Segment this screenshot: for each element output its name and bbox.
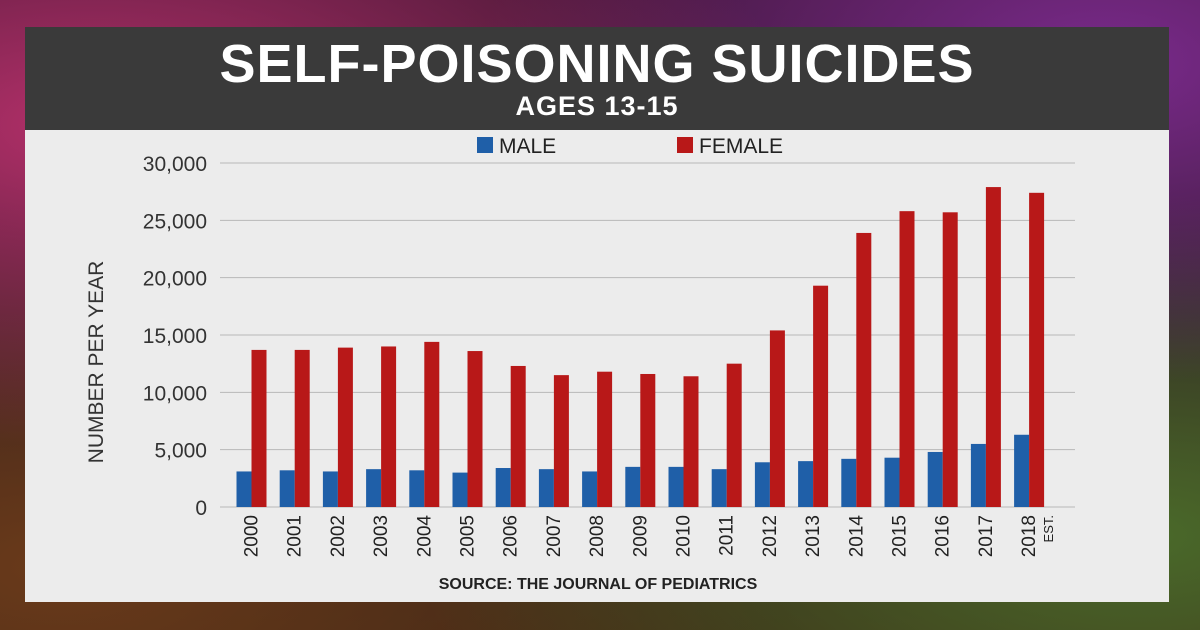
- x-tick-label: 2009: [630, 515, 651, 557]
- x-tick-label: 2004: [414, 515, 435, 558]
- bar-female: [294, 349, 310, 507]
- x-tick-label: 2002: [328, 515, 349, 557]
- bar-female: [251, 349, 267, 507]
- x-tick-label: 2001: [285, 515, 306, 557]
- x-tick-label: 2008: [587, 515, 608, 557]
- bar-female: [553, 375, 569, 507]
- x-tick-label: 2000: [242, 515, 263, 557]
- x-tick-label: 2012: [760, 515, 781, 557]
- chart-subtitle: AGES 13-15: [515, 91, 679, 121]
- bar-male: [798, 461, 814, 507]
- bar-female: [899, 211, 915, 507]
- y-tick-label: 20,000: [143, 268, 207, 291]
- bar-male: [452, 472, 468, 507]
- bar-male: [884, 457, 900, 507]
- bar-male: [711, 469, 727, 507]
- y-tick-label: 30,000: [143, 153, 207, 176]
- bar-male: [754, 462, 770, 507]
- bar-female: [683, 376, 699, 507]
- bar-male: [322, 471, 338, 507]
- legend-swatch-male: [477, 137, 493, 153]
- bar-male: [625, 466, 641, 507]
- bar-male: [582, 471, 598, 507]
- bar-male: [927, 451, 943, 507]
- bar-chart: 0 5,000 10,000 15,000 20,000 25,000 30,000 NUMB…: [85, 135, 1075, 593]
- bar-female: [985, 187, 1001, 507]
- bar-female: [337, 347, 353, 507]
- bar-female: [856, 232, 872, 508]
- x-tick-note: EST.: [1041, 515, 1056, 542]
- bar-female: [381, 346, 397, 507]
- bar-male: [841, 458, 857, 507]
- bar-female: [769, 330, 785, 507]
- bar-male: [236, 471, 252, 507]
- chart-header: SELF-POISONING SUICIDES AGES 13-15: [25, 27, 1169, 130]
- y-tick-label: 10,000: [143, 382, 207, 405]
- bar-female: [1029, 192, 1045, 507]
- bar-female: [640, 373, 656, 507]
- chart-title: SELF-POISONING SUICIDES: [219, 34, 975, 94]
- bar-male: [538, 469, 554, 507]
- x-tick-label: 2006: [501, 515, 522, 557]
- x-tick-label: 2013: [803, 515, 824, 557]
- y-tick-label: 15,000: [143, 325, 207, 348]
- x-tick-label: 2005: [458, 515, 479, 557]
- y-tick-label: 0: [195, 497, 207, 520]
- y-tick-label: 25,000: [143, 210, 207, 233]
- bar-male: [1014, 434, 1030, 507]
- bar-male: [970, 443, 986, 507]
- y-axis-label: NUMBER PER YEAR: [85, 261, 108, 464]
- x-tick-label: 2016: [933, 515, 954, 557]
- x-tick-label: 2003: [371, 515, 392, 557]
- x-tick-label: 2011: [717, 515, 738, 556]
- y-tick-label: 5,000: [154, 440, 207, 463]
- x-tick-label: 2017: [976, 515, 997, 557]
- bar-female: [813, 285, 829, 507]
- x-tick-label: 2007: [544, 515, 565, 557]
- x-tick-label: 2014: [846, 515, 867, 558]
- bar-male: [366, 469, 382, 507]
- bar-female: [467, 351, 483, 507]
- bar-female: [424, 341, 440, 507]
- bar-female: [597, 371, 613, 507]
- legend-swatch-female: [677, 137, 693, 153]
- bar-female: [942, 212, 958, 507]
- bar-male: [409, 470, 425, 507]
- bar-female: [726, 363, 742, 507]
- x-tick-label: 2010: [674, 515, 695, 557]
- legend-label-female: FEMALE: [699, 135, 783, 158]
- source-note: SOURCE: THE JOURNAL OF PEDIATRICS: [439, 576, 758, 593]
- x-tick-label: 2018: [1019, 515, 1040, 557]
- x-tick-label: 2015: [890, 515, 911, 557]
- legend-label-male: MALE: [499, 135, 556, 158]
- bar-male: [495, 468, 511, 507]
- chart-panel: SELF-POISONING SUICIDES AGES 13-15 0 5,00…: [25, 27, 1169, 602]
- bar-male: [279, 470, 295, 507]
- bar-male: [668, 466, 684, 507]
- plot-area: [25, 130, 1169, 602]
- bar-female: [510, 365, 526, 507]
